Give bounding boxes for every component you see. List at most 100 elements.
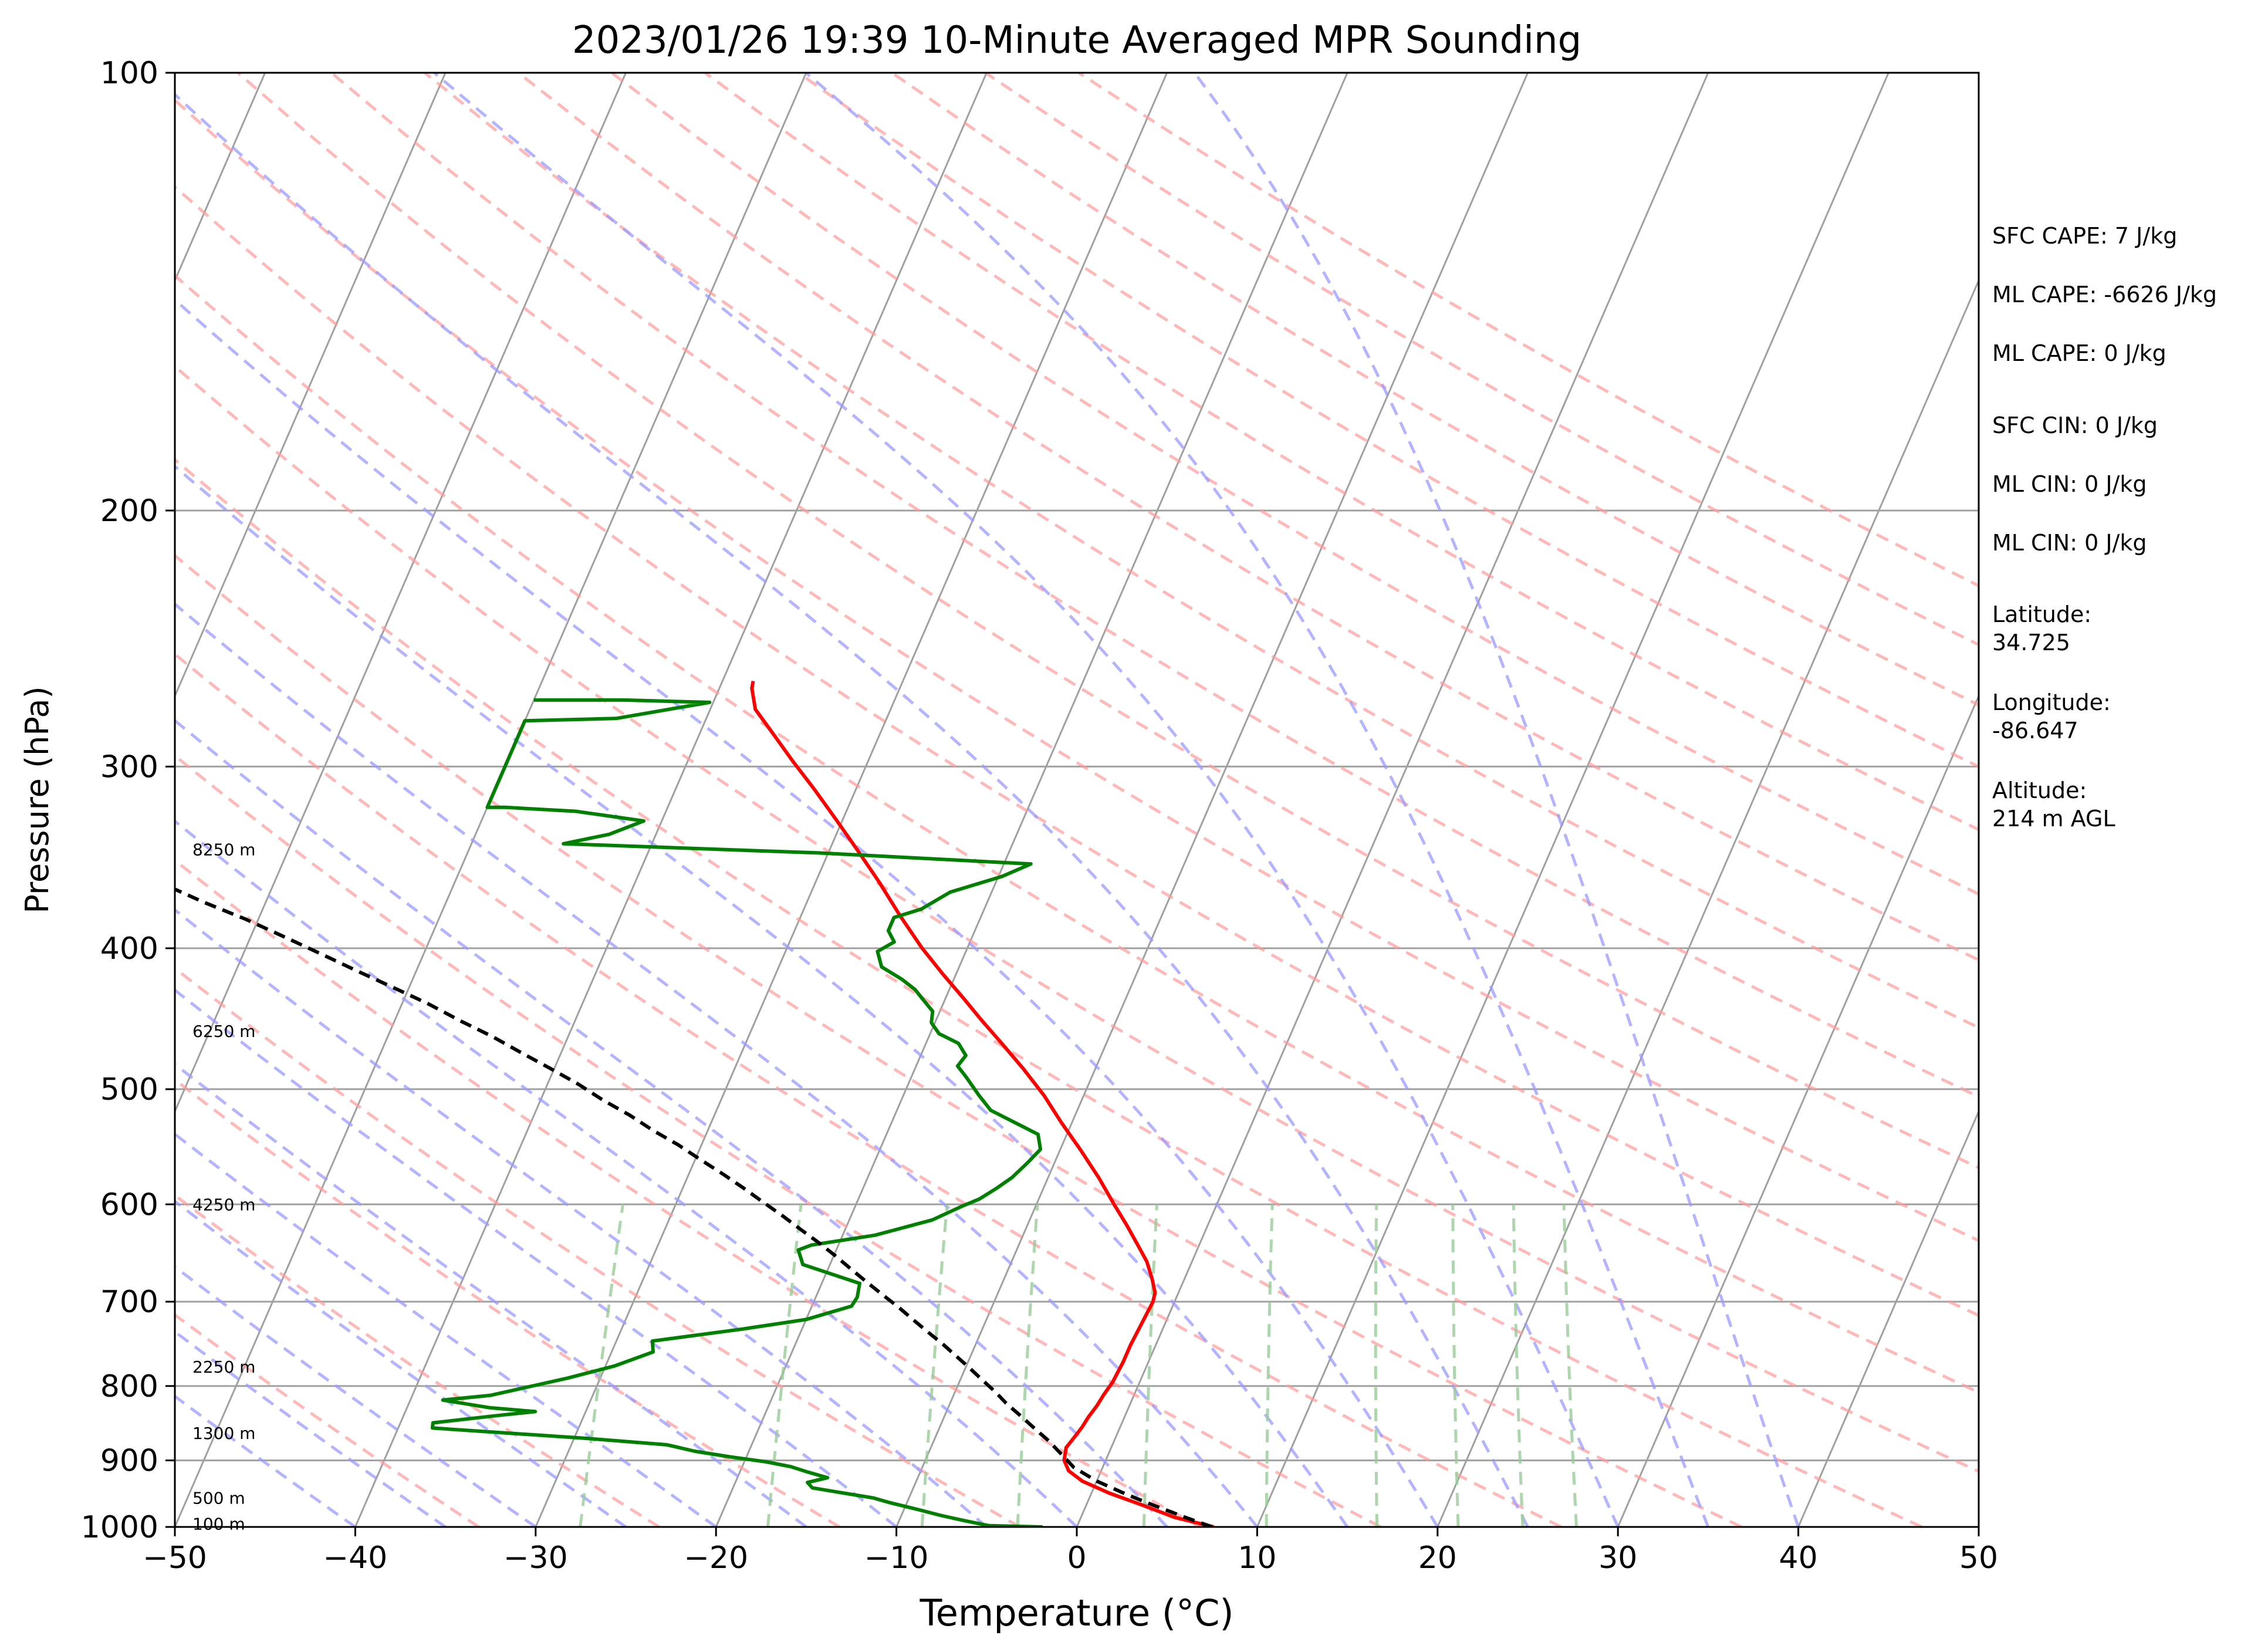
moist-adiabat-line <box>433 73 1620 1527</box>
moist-adiabat-line <box>175 718 1168 1527</box>
dry-adiabat-line <box>175 364 1979 1474</box>
plot-frame <box>174 72 1980 1528</box>
y-tick-label: 800 <box>100 1369 158 1404</box>
sfc-cin-text: SFC CIN: 0 J/kg <box>1992 413 2158 438</box>
height-label: 100 m <box>192 1515 245 1534</box>
isotherm-line <box>1256 73 1890 1527</box>
dry-adiabat-line <box>797 73 1979 769</box>
mixing-ratio-line <box>920 1204 949 1527</box>
moist-adiabat-line <box>175 988 898 1527</box>
mixing-ratio-line <box>1451 1204 1460 1527</box>
dry-adiabat-line <box>175 553 1742 1527</box>
moist-adiabat-line <box>175 464 1349 1527</box>
x-tick-label: 20 <box>1418 1540 1457 1576</box>
ml-cape-text-2: ML CAPE: 0 J/kg <box>1992 340 2166 366</box>
x-tick-label: −20 <box>684 1540 748 1576</box>
y-tick-label: 700 <box>100 1285 158 1320</box>
height-label: 2250 m <box>192 1357 255 1377</box>
x-tick-label: 0 <box>1067 1540 1086 1576</box>
height-label: 500 m <box>192 1488 245 1508</box>
mixing-ratio-line <box>1562 1204 1578 1527</box>
height-label: 1300 m <box>192 1424 255 1443</box>
isotherm-line <box>895 73 1529 1527</box>
mixing-ratio-line <box>1016 1204 1039 1527</box>
moist-adiabat-line <box>175 602 1259 1527</box>
dry-adiabat-line <box>175 966 1021 1527</box>
mixing-ratio-line <box>579 1204 624 1527</box>
x-tick-label: 40 <box>1779 1540 1818 1576</box>
isotherm-line <box>1436 278 1979 1527</box>
moist-adiabat-line <box>175 1062 807 1527</box>
temperature-line <box>750 681 1215 1527</box>
reference-lines <box>175 73 1979 1527</box>
y-tick-label: 400 <box>100 931 158 967</box>
mixing-ratio-line <box>1374 1204 1379 1527</box>
isotherm-line <box>535 73 1168 1527</box>
dry-adiabat-line <box>175 1077 841 1527</box>
x-axis-ticks: −50 −40 −30 −20 −10 0 10 20 30 40 50 <box>143 1527 1998 1576</box>
isotherm-line <box>1797 1109 1979 1527</box>
isotherm-line <box>175 73 447 698</box>
height-label: 6250 m <box>192 1022 255 1041</box>
dry-adiabat-line <box>175 458 1923 1527</box>
stats-panel: SFC CAPE: 7 J/kg ML CAPE: -6626 J/kg ML … <box>1992 223 2217 832</box>
moist-adiabat-line <box>175 819 1078 1527</box>
height-label: 8250 m <box>192 840 255 859</box>
isotherm-line <box>715 73 1348 1527</box>
moist-adiabat-line <box>175 1132 717 1527</box>
y-tick-label: 500 <box>100 1072 158 1107</box>
x-axis-label: Temperature (°C) <box>919 1591 1233 1634</box>
longitude-value: -86.647 <box>1992 718 2078 744</box>
y-tick-label: 600 <box>100 1187 158 1222</box>
y-axis-ticks: 100 200 300 400 500 600 700 800 900 1000 <box>81 56 175 1545</box>
y-tick-label: 200 <box>100 494 158 529</box>
chart-title: 2023/01/26 19:39 10-Minute Averaged MPR … <box>572 19 1581 62</box>
moist-adiabat-line <box>175 1394 356 1527</box>
ml-cin-text-2: ML CIN: 0 J/kg <box>1992 530 2147 556</box>
y-axis-label: Pressure (hPa) <box>19 686 56 913</box>
isotherm-line <box>1617 694 1979 1527</box>
ml-cape-text: ML CAPE: -6626 J/kg <box>1992 282 2217 308</box>
x-tick-label: −30 <box>503 1540 568 1576</box>
parcel-path-line <box>175 887 1213 1527</box>
longitude-label: Longitude: <box>1992 690 2111 715</box>
mixing-ratio-line <box>1142 1204 1158 1527</box>
x-tick-label: 50 <box>1959 1540 1998 1576</box>
isotherm-line <box>354 73 988 1527</box>
dry-adiabat-line <box>236 73 1979 1170</box>
x-tick-label: 30 <box>1598 1540 1637 1576</box>
moist-adiabat-line <box>175 1330 447 1527</box>
x-tick-label: 10 <box>1238 1540 1276 1576</box>
dry-adiabat-line <box>175 185 1979 1317</box>
x-tick-label: −50 <box>143 1540 207 1576</box>
sfc-cape-text: SFC CAPE: 7 J/kg <box>1992 223 2177 249</box>
dewpoint-line <box>431 698 1043 1527</box>
dry-adiabat-line <box>175 98 1979 1242</box>
isotherm-line <box>175 73 627 1114</box>
background-grid <box>175 73 1979 1527</box>
ml-cin-text: ML CIN: 0 J/kg <box>1992 471 2147 497</box>
latitude-value: 34.725 <box>1992 630 2070 655</box>
dry-adiabat-line <box>175 652 1562 1527</box>
moist-adiabat-line <box>175 92 1529 1527</box>
height-label: 4250 m <box>192 1195 255 1214</box>
y-tick-label: 900 <box>100 1444 158 1479</box>
moist-adiabat-line <box>175 1199 627 1527</box>
profile-series <box>175 681 1215 1527</box>
mixing-ratio-line <box>1512 1204 1525 1527</box>
dry-adiabat-line <box>175 1313 480 1527</box>
y-tick-label: 300 <box>100 749 158 785</box>
isotherm-line <box>1076 73 1709 1527</box>
mixing-ratio-line <box>1265 1204 1274 1527</box>
moist-adiabat-line <box>805 73 1710 1527</box>
altitude-value: 214 m AGL <box>1992 806 2115 832</box>
dry-adiabat-line <box>424 73 1979 1029</box>
moist-adiabat-line <box>175 298 1439 1527</box>
dry-adiabat-line <box>610 73 1979 896</box>
moist-adiabat-line <box>1193 73 1800 1527</box>
mixing-ratio-line <box>766 1204 803 1527</box>
x-tick-label: −10 <box>864 1540 929 1576</box>
moist-adiabat-line <box>175 908 988 1527</box>
dry-adiabat-line <box>330 73 1979 1099</box>
